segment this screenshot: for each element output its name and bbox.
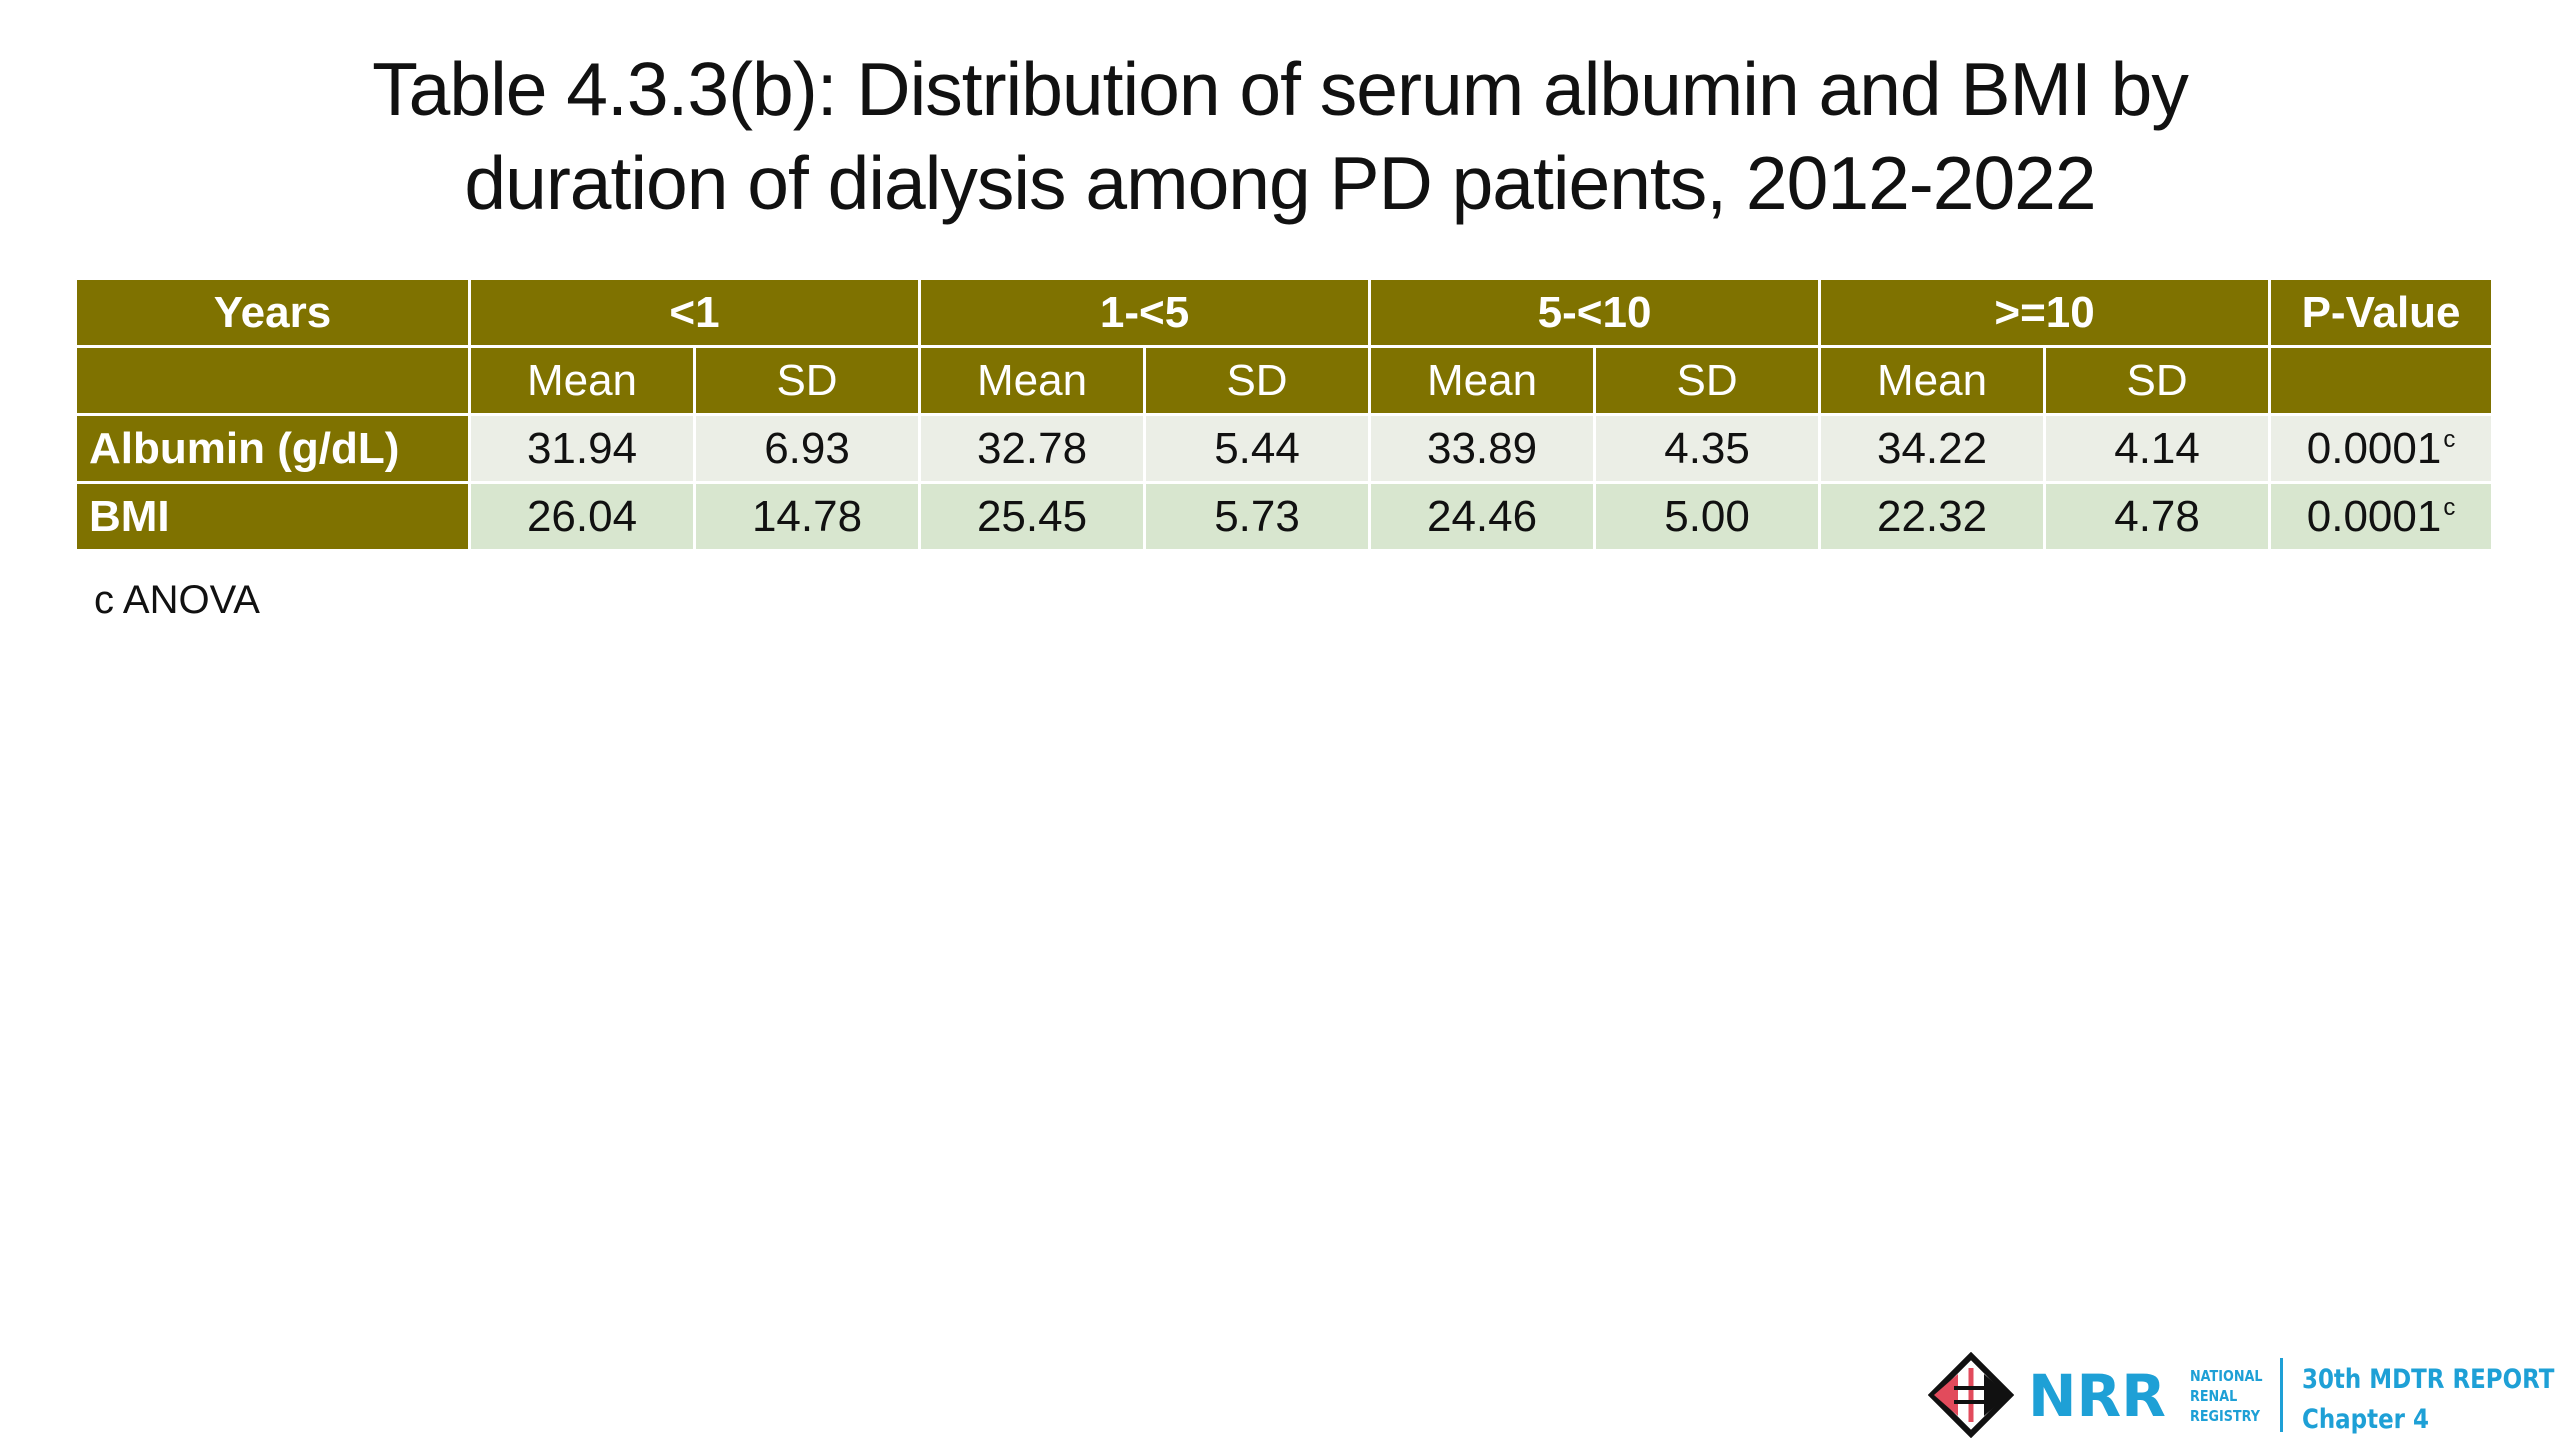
header-years: Years xyxy=(77,280,471,348)
table-cell: 32.78 xyxy=(921,416,1147,484)
subheader-sd: SD xyxy=(696,348,922,416)
table-cell: 5.44 xyxy=(1146,416,1372,484)
subheader-empty xyxy=(77,348,471,416)
table-cell: 34.22 xyxy=(1821,416,2047,484)
table-row: Albumin (g/dL) 31.94 6.93 32.78 5.44 33.… xyxy=(77,416,2492,484)
table-cell: 5.00 xyxy=(1596,484,1822,549)
table-cell: 26.04 xyxy=(471,484,696,549)
header-group-1-5: 1-<5 xyxy=(921,280,1372,348)
report-title: 30th MDTR REPORT 2022 xyxy=(2302,1364,2560,1395)
pvalue-cell: 0.0001c xyxy=(2271,484,2492,549)
table-cell: 31.94 xyxy=(471,416,696,484)
subheader-sd: SD xyxy=(1146,348,1372,416)
header-group-ge10: >=10 xyxy=(1821,280,2272,348)
subheader-mean: Mean xyxy=(1821,348,2047,416)
table-cell: 14.78 xyxy=(696,484,922,549)
subheader-mean: Mean xyxy=(921,348,1147,416)
registry-name-line: REGISTRY xyxy=(2190,1407,2260,1425)
table-header-row: Years <1 1-<5 5-<10 >=10 P-Value xyxy=(77,280,2492,348)
subheader-mean: Mean xyxy=(1371,348,1597,416)
pvalue-superscript: c xyxy=(2443,425,2456,453)
table-subheader-row: Mean SD Mean SD Mean SD Mean SD xyxy=(77,348,2492,416)
table-cell: 22.32 xyxy=(1821,484,2047,549)
pvalue-cell: 0.0001c xyxy=(2271,416,2492,484)
table-cell: 25.45 xyxy=(921,484,1147,549)
pvalue-text: 0.0001 xyxy=(2306,491,2442,541)
table-cell: 4.78 xyxy=(2046,484,2272,549)
row-label-albumin: Albumin (g/dL) xyxy=(77,416,471,484)
subheader-sd: SD xyxy=(2046,348,2272,416)
table-cell: 6.93 xyxy=(696,416,922,484)
footer-divider xyxy=(2280,1358,2283,1432)
header-group-5-10: 5-<10 xyxy=(1371,280,1822,348)
registry-name-line: NATIONAL xyxy=(2190,1367,2263,1385)
registry-name: NATIONAL RENAL REGISTRY xyxy=(2190,1366,2267,1426)
page-title-line-1: Table 4.3.3(b): Distribution of serum al… xyxy=(372,47,2189,131)
pvalue-text: 0.0001 xyxy=(2306,423,2442,473)
header-pvalue: P-Value xyxy=(2271,280,2492,348)
data-table: Years <1 1-<5 5-<10 >=10 P-Value Mean SD… xyxy=(77,280,2492,549)
row-label-bmi: BMI xyxy=(77,484,471,549)
subheader-empty xyxy=(2271,348,2492,416)
subheader-sd: SD xyxy=(1596,348,1822,416)
table-cell: 4.14 xyxy=(2046,416,2272,484)
page-title-line-2: duration of dialysis among PD patients, … xyxy=(464,141,2096,225)
table-cell: 4.35 xyxy=(1596,416,1822,484)
pvalue-superscript: c xyxy=(2443,493,2456,521)
nrr-logo: NRR xyxy=(2028,1364,2166,1422)
footer-branding: NRR NATIONAL RENAL REGISTRY 30th MDTR RE… xyxy=(1928,1350,2560,1440)
header-group-lt1: <1 xyxy=(471,280,922,348)
subheader-mean: Mean xyxy=(471,348,696,416)
table-row: BMI 26.04 14.78 25.45 5.73 24.46 5.00 22… xyxy=(77,484,2492,549)
registry-emblem-icon xyxy=(1928,1352,2014,1438)
table-cell: 33.89 xyxy=(1371,416,1597,484)
page-title: Table 4.3.3(b): Distribution of serum al… xyxy=(0,42,2560,230)
table-cell: 24.46 xyxy=(1371,484,1597,549)
nrr-logo-text: NRR xyxy=(2028,1364,2166,1422)
report-chapter: Chapter 4 xyxy=(2302,1404,2429,1435)
table-cell: 5.73 xyxy=(1146,484,1372,549)
registry-name-line: RENAL xyxy=(2190,1387,2238,1405)
footnote: c ANOVA xyxy=(94,578,260,622)
